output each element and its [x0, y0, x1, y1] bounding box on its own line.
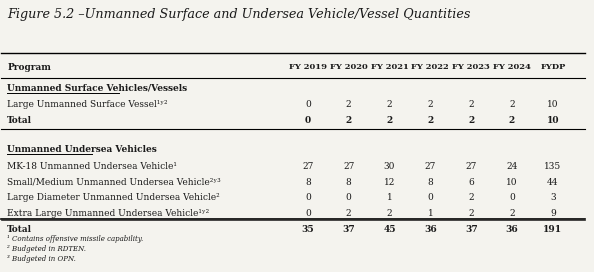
- Text: FY 2022: FY 2022: [412, 63, 449, 71]
- Text: Unmanned Surface Vehicles/Vessels: Unmanned Surface Vehicles/Vessels: [7, 83, 187, 92]
- Text: 2: 2: [509, 209, 515, 218]
- Text: 10: 10: [547, 100, 558, 109]
- Text: 12: 12: [384, 178, 395, 187]
- Text: 0: 0: [305, 100, 311, 109]
- Text: 37: 37: [342, 225, 355, 234]
- Text: 2: 2: [387, 209, 392, 218]
- Text: Program: Program: [7, 63, 51, 72]
- Text: ² Budgeted in RDTEN.: ² Budgeted in RDTEN.: [7, 245, 86, 253]
- Text: 8: 8: [428, 178, 433, 187]
- Text: 36: 36: [424, 225, 437, 234]
- Text: 2: 2: [468, 116, 474, 125]
- Text: 6: 6: [468, 178, 474, 187]
- Text: 0: 0: [305, 193, 311, 202]
- Text: Unmanned Undersea Vehicles: Unmanned Undersea Vehicles: [7, 145, 157, 154]
- Text: Figure 5.2 –Unmanned Surface and Undersea Vehicle/Vessel Quantities: Figure 5.2 –Unmanned Surface and Underse…: [7, 8, 470, 21]
- Text: 2: 2: [469, 193, 474, 202]
- Text: 191: 191: [544, 225, 563, 234]
- Text: 0: 0: [305, 209, 311, 218]
- Text: 10: 10: [506, 178, 518, 187]
- Text: 2: 2: [346, 209, 352, 218]
- Text: FY 2019: FY 2019: [289, 63, 327, 71]
- Text: 2: 2: [346, 116, 352, 125]
- Text: 27: 27: [343, 162, 354, 171]
- Text: 45: 45: [383, 225, 396, 234]
- Text: 2: 2: [469, 209, 474, 218]
- Text: 8: 8: [346, 178, 352, 187]
- Text: FY 2023: FY 2023: [452, 63, 490, 71]
- Text: 2: 2: [386, 116, 393, 125]
- Text: 2: 2: [469, 100, 474, 109]
- Text: 27: 27: [302, 162, 314, 171]
- Text: 2: 2: [509, 100, 515, 109]
- Text: Large Diameter Unmanned Undersea Vehicle²: Large Diameter Unmanned Undersea Vehicle…: [7, 193, 220, 202]
- Text: ¹ Contains offensive missile capability.: ¹ Contains offensive missile capability.: [7, 235, 144, 243]
- Text: 135: 135: [544, 162, 561, 171]
- Text: 27: 27: [466, 162, 477, 171]
- Text: 35: 35: [302, 225, 314, 234]
- Text: 2: 2: [387, 100, 392, 109]
- Text: FY 2024: FY 2024: [493, 63, 531, 71]
- Text: 1: 1: [428, 209, 433, 218]
- Text: 8: 8: [305, 178, 311, 187]
- Text: 10: 10: [546, 116, 559, 125]
- Text: 36: 36: [505, 225, 519, 234]
- Text: 0: 0: [346, 193, 352, 202]
- Text: 0: 0: [428, 193, 433, 202]
- Text: MK-18 Unmanned Undersea Vehicle¹: MK-18 Unmanned Undersea Vehicle¹: [7, 162, 177, 171]
- Text: FY 2020: FY 2020: [330, 63, 368, 71]
- Text: Extra Large Unmanned Undersea Vehicle¹ʸ²: Extra Large Unmanned Undersea Vehicle¹ʸ²: [7, 209, 210, 218]
- Text: 2: 2: [427, 116, 434, 125]
- Text: 0: 0: [509, 193, 515, 202]
- Text: Total: Total: [7, 116, 32, 125]
- Text: 2: 2: [428, 100, 433, 109]
- Text: 27: 27: [425, 162, 436, 171]
- Text: Large Unmanned Surface Vessel¹ʸ²: Large Unmanned Surface Vessel¹ʸ²: [7, 100, 168, 109]
- Text: 30: 30: [384, 162, 395, 171]
- Text: 44: 44: [547, 178, 558, 187]
- Text: 9: 9: [550, 209, 556, 218]
- Text: 2: 2: [346, 100, 352, 109]
- Text: 0: 0: [305, 116, 311, 125]
- Text: FYDP: FYDP: [540, 63, 565, 71]
- Text: FY 2021: FY 2021: [371, 63, 409, 71]
- Text: 3: 3: [550, 193, 556, 202]
- Text: 1: 1: [387, 193, 393, 202]
- Text: Total: Total: [7, 225, 32, 234]
- Text: 24: 24: [506, 162, 518, 171]
- Text: ³ Budgeted in OPN.: ³ Budgeted in OPN.: [7, 255, 76, 263]
- Text: Small/Medium Unmanned Undersea Vehicle²ʸ³: Small/Medium Unmanned Undersea Vehicle²ʸ…: [7, 178, 221, 187]
- Text: 37: 37: [465, 225, 478, 234]
- Text: 2: 2: [509, 116, 515, 125]
